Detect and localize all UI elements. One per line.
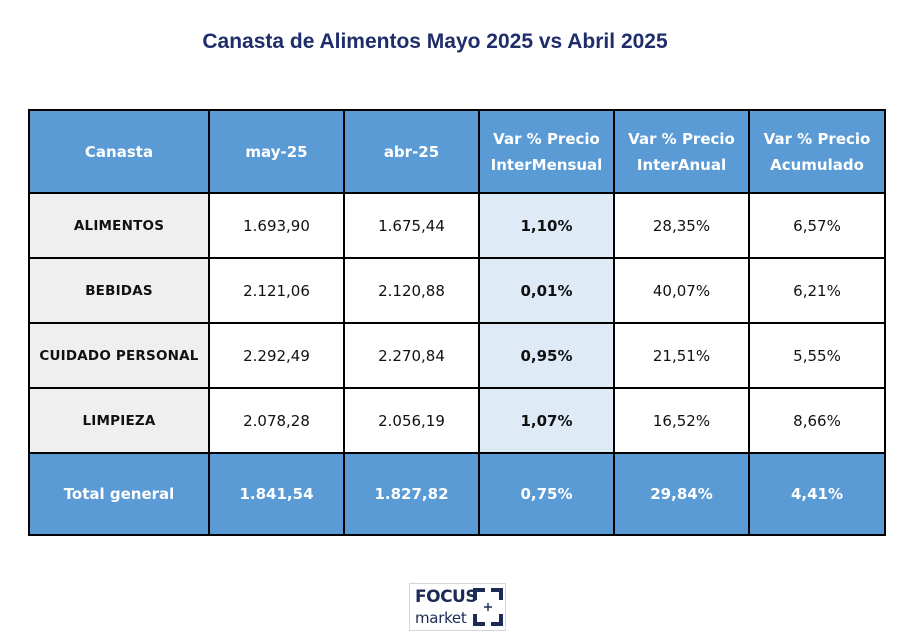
table-body: ALIMENTOS 1.693,90 1.675,44 1,10% 28,35% 6,57… xyxy=(28,192,886,454)
total-acumulado: 4,41% xyxy=(748,452,886,536)
row-category-label: CUIDADO PERSONAL xyxy=(28,322,210,389)
basket-table: Canasta may-25 abr-25 Var % Precio InterMens… xyxy=(28,109,886,536)
table-row: CUIDADO PERSONAL 2.292,49 2.270,84 0,95% 21,… xyxy=(28,322,886,389)
header-interanual-line: InterAnual xyxy=(636,155,727,174)
cell-intermensual: 0,95% xyxy=(478,322,615,389)
cell-acumulado: 8,66% xyxy=(748,387,886,454)
header-interanual: Var % Precio InterAnual xyxy=(613,109,750,194)
cell-may-25: 2.121,06 xyxy=(208,257,345,324)
total-may-25: 1.841,54 xyxy=(208,452,345,536)
logo-word-market: market xyxy=(415,609,467,627)
header-may-25-line: may-25 xyxy=(245,142,308,161)
total-row: Total general 1.841,54 1.827,82 0,75% 29,84%… xyxy=(28,452,886,536)
cell-intermensual: 1,07% xyxy=(478,387,615,454)
cell-acumulado: 6,21% xyxy=(748,257,886,324)
logo-word-focus: FOCUS xyxy=(415,587,478,607)
table-row: BEBIDAS 2.121,06 2.120,88 0,01% 40,07% 6,21% xyxy=(28,257,886,324)
total-abr-25: 1.827,82 xyxy=(343,452,480,536)
header-intermensual-line: Var % Precio xyxy=(493,129,600,148)
row-category-label: ALIMENTOS xyxy=(28,192,210,259)
header-acumulado-line: Acumulado xyxy=(770,155,864,174)
header-interanual-line: Var % Precio xyxy=(628,129,735,148)
table-row: LIMPIEZA 2.078,28 2.056,19 1,07% 16,52% 8,66% xyxy=(28,387,886,454)
cell-abr-25: 2.120,88 xyxy=(343,257,480,324)
header-acumulado-line: Var % Precio xyxy=(763,129,871,148)
header-canasta: Canasta xyxy=(28,109,210,194)
cell-may-25: 1.693,90 xyxy=(208,192,345,259)
row-category-label: BEBIDAS xyxy=(28,257,210,324)
total-intermensual: 0,75% xyxy=(478,452,615,536)
header-abr-25-line: abr-25 xyxy=(383,142,440,161)
total-interanual: 29,84% xyxy=(613,452,750,536)
cell-abr-25: 2.056,19 xyxy=(343,387,480,454)
row-category-label: LIMPIEZA xyxy=(28,387,210,454)
cell-acumulado: 5,55% xyxy=(748,322,886,389)
table-header-row: Canasta may-25 abr-25 Var % Precio InterMens… xyxy=(28,109,886,194)
focus-market-logo: FOCUS market xyxy=(409,583,506,631)
page-title: Canasta de Alimentos Mayo 2025 vs Abril … xyxy=(202,30,668,53)
header-abr-25: abr-25 xyxy=(343,109,480,194)
cell-may-25: 2.078,28 xyxy=(208,387,345,454)
table-row: ALIMENTOS 1.693,90 1.675,44 1,10% 28,35% 6,57… xyxy=(28,192,886,259)
cell-abr-25: 2.270,84 xyxy=(343,322,480,389)
cell-intermensual: 1,10% xyxy=(478,192,615,259)
header-intermensual-line: InterMensual xyxy=(490,155,603,174)
cell-interanual: 21,51% xyxy=(613,322,750,389)
cell-acumulado: 6,57% xyxy=(748,192,886,259)
header-intermensual: Var % Precio InterMensual xyxy=(478,109,615,194)
total-label: Total general xyxy=(28,452,210,536)
cell-intermensual: 0,01% xyxy=(478,257,615,324)
corner-brackets-plus-icon xyxy=(473,588,503,626)
header-may-25: may-25 xyxy=(208,109,345,194)
header-canasta-line: Canasta xyxy=(84,142,154,161)
cell-abr-25: 1.675,44 xyxy=(343,192,480,259)
cell-interanual: 40,07% xyxy=(613,257,750,324)
cell-may-25: 2.292,49 xyxy=(208,322,345,389)
header-acumulado: Var % Precio Acumulado xyxy=(748,109,886,194)
cell-interanual: 28,35% xyxy=(613,192,750,259)
cell-interanual: 16,52% xyxy=(613,387,750,454)
